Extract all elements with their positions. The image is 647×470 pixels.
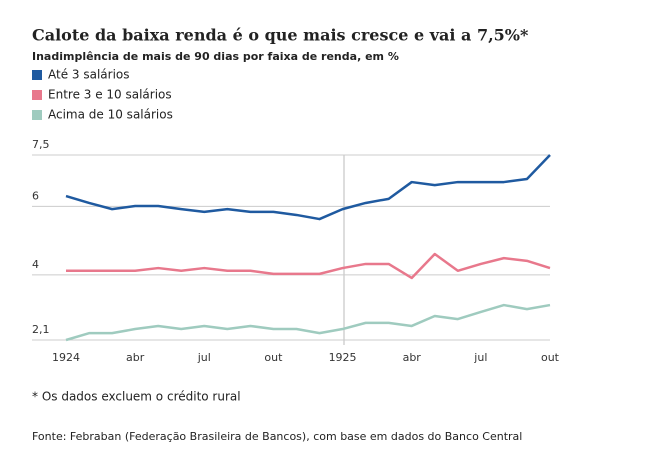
series-line xyxy=(65,303,551,342)
y-tick-label: 6 xyxy=(32,189,39,202)
x-tick-label: jul xyxy=(197,351,211,364)
legend-label: Até 3 salários xyxy=(48,68,130,82)
x-tick-label: out xyxy=(541,351,560,364)
x-tick-label: abr xyxy=(126,351,145,364)
x-tick-label: 1924 xyxy=(52,351,80,364)
x-tick-label: out xyxy=(264,351,283,364)
y-tick-label: 4 xyxy=(32,258,39,271)
legend-label: Acima de 10 salários xyxy=(48,108,173,122)
chart-title: Calote da baixa renda é o que mais cresc… xyxy=(32,26,529,45)
series-line xyxy=(66,252,551,280)
legend-swatch xyxy=(32,90,42,100)
x-tick-label: 1925 xyxy=(329,351,357,364)
legend-swatch xyxy=(32,70,42,80)
x-tick-label: jul xyxy=(473,351,487,364)
x-tick-label: abr xyxy=(403,351,422,364)
y-tick-label: 7,5 xyxy=(32,138,50,151)
y-tick-label: 2,1 xyxy=(32,323,50,336)
source: Fonte: Febraban (Federação Brasileira de… xyxy=(32,430,522,443)
chart-subtitle: Inadimplência de mais de 90 dias por fai… xyxy=(32,50,399,63)
legend-label: Entre 3 e 10 salários xyxy=(48,88,172,102)
series-line xyxy=(65,154,551,221)
footnote: * Os dados excluem o crédito rural xyxy=(32,390,241,404)
legend-swatch xyxy=(32,110,42,120)
